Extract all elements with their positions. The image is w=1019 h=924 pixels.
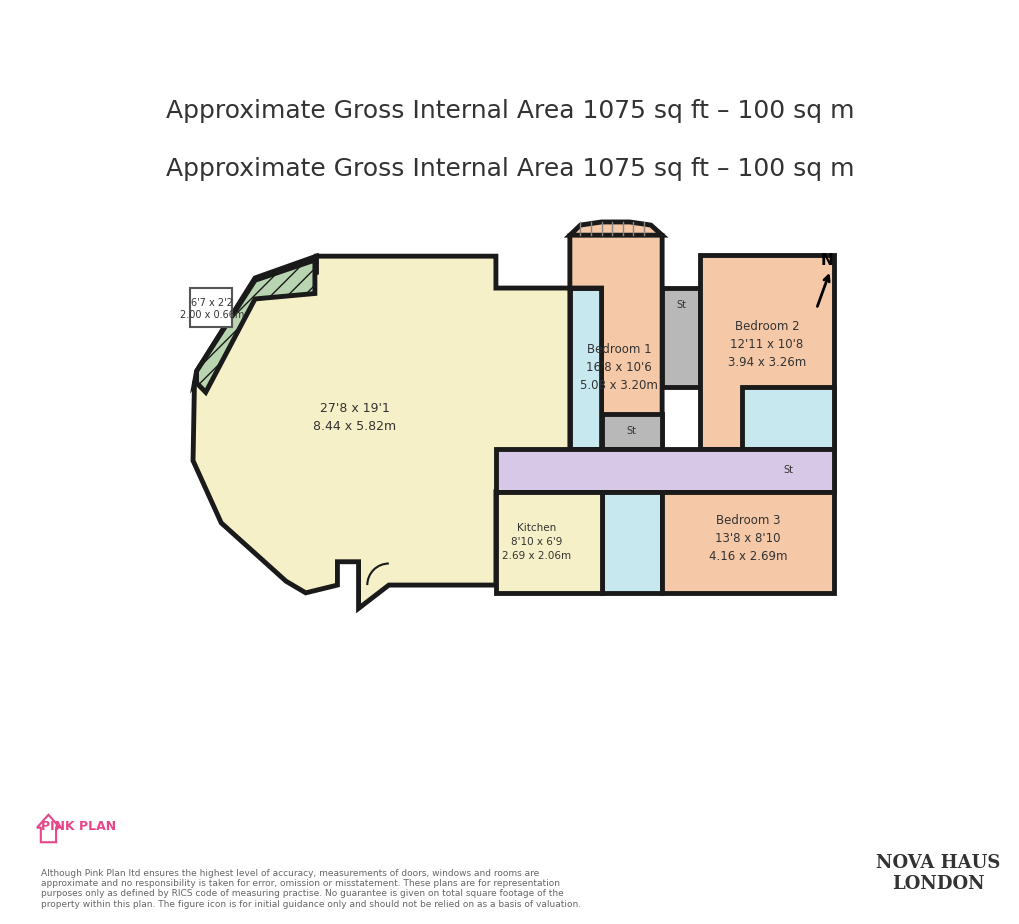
Text: Bedroom 1
16'8 x 10'6
5.08 x 3.20m: Bedroom 1 16'8 x 10'6 5.08 x 3.20m <box>580 343 657 392</box>
FancyBboxPatch shape <box>190 288 231 327</box>
Text: Bedroom 2
12'11 x 10'8
3.94 x 3.26m: Bedroom 2 12'11 x 10'8 3.94 x 3.26m <box>728 320 805 369</box>
Polygon shape <box>193 256 601 608</box>
Text: 6'7 x 2'2
2.00 x 0.66m: 6'7 x 2'2 2.00 x 0.66m <box>179 298 244 320</box>
Text: Kitchen
8'10 x 6'9
2.69 x 2.06m: Kitchen 8'10 x 6'9 2.69 x 2.06m <box>501 523 571 561</box>
Polygon shape <box>197 260 315 393</box>
Polygon shape <box>495 492 601 593</box>
Text: PINK PLAN: PINK PLAN <box>41 821 116 833</box>
Text: St: St <box>627 426 636 436</box>
Text: St: St <box>676 300 686 310</box>
Polygon shape <box>661 492 834 593</box>
Text: St: St <box>783 465 793 475</box>
Text: 27'8 x 19'1
8.44 x 5.82m: 27'8 x 19'1 8.44 x 5.82m <box>313 403 396 433</box>
Polygon shape <box>570 288 601 449</box>
Polygon shape <box>195 256 316 383</box>
Polygon shape <box>699 255 834 449</box>
Text: N: N <box>819 253 833 268</box>
Polygon shape <box>661 288 699 387</box>
Polygon shape <box>495 449 834 492</box>
Polygon shape <box>570 224 661 449</box>
Polygon shape <box>570 222 661 236</box>
Text: Although Pink Plan ltd ensures the highest level of accuracy, measurements of do: Although Pink Plan ltd ensures the highe… <box>41 869 581 909</box>
Text: Bedroom 3
13'8 x 8'10
4.16 x 2.69m: Bedroom 3 13'8 x 8'10 4.16 x 2.69m <box>708 514 787 563</box>
Text: Approximate Gross Internal Area 1075 sq ft – 100 sq m: Approximate Gross Internal Area 1075 sq … <box>165 157 854 181</box>
Text: Approximate Gross Internal Area 1075 sq ft – 100 sq m: Approximate Gross Internal Area 1075 sq … <box>165 99 854 123</box>
Polygon shape <box>742 387 834 449</box>
Text: NOVA HAUS
LONDON: NOVA HAUS LONDON <box>875 854 1000 893</box>
Polygon shape <box>601 414 661 449</box>
Polygon shape <box>601 492 661 593</box>
Polygon shape <box>742 449 834 492</box>
